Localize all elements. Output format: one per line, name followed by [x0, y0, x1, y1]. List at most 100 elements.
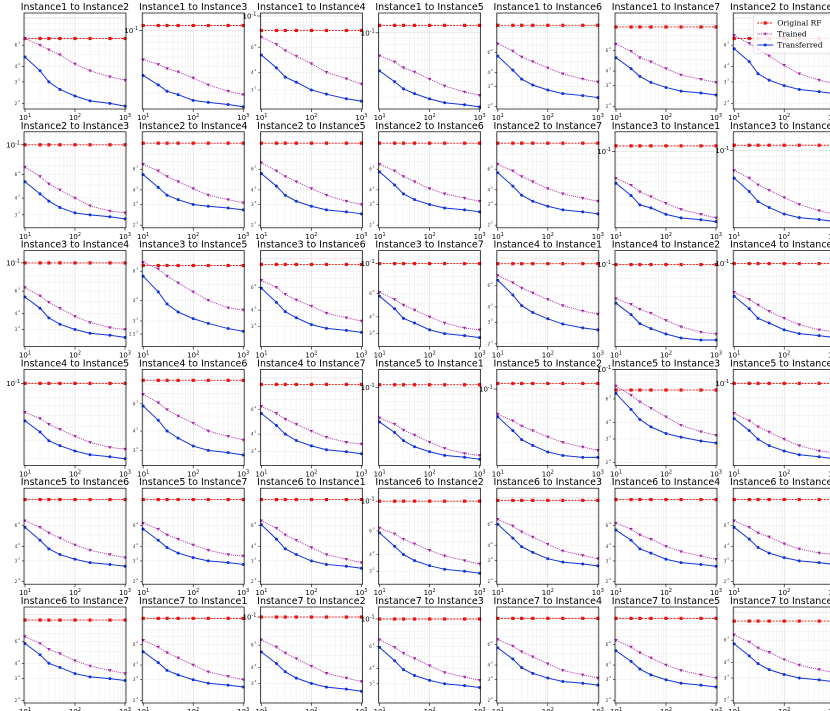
tick-exponent: -2: [490, 318, 493, 322]
x-tick-label: 102: [778, 113, 790, 122]
original-rf-marker: [378, 261, 382, 266]
tick-exponent: 2: [669, 113, 672, 119]
tick-exponent: -2: [372, 312, 375, 316]
tick-exponent: 3: [719, 469, 722, 475]
trained-marker: [344, 557, 349, 562]
tick-base: 2: [133, 698, 136, 703]
transferred-marker: [73, 94, 77, 98]
transferred-marker: [108, 677, 112, 681]
tick-base: 2: [133, 223, 136, 228]
y-tick-label: 2-2: [724, 99, 730, 106]
tick-base: 10: [592, 708, 601, 711]
tick-exponent: 1: [146, 232, 149, 238]
tick-base: 4: [369, 187, 372, 192]
transferred-marker: [581, 455, 585, 459]
tick-base: 4: [251, 544, 254, 549]
y-tick-label: 6-2: [251, 641, 257, 648]
panel-title: Instance5 to Instance1: [375, 358, 483, 369]
tick-exponent: 2: [432, 707, 435, 711]
tick-exponent: -1: [370, 497, 375, 503]
original-rf-marker: [259, 615, 263, 619]
transferred-marker: [88, 99, 92, 103]
panel-title: Instance7 to Instance5: [612, 596, 720, 607]
x-tick-label: 101: [610, 707, 622, 711]
original-rf-marker: [664, 144, 668, 148]
y-tick-label: 3-2: [251, 556, 257, 563]
tick-exponent: -2: [254, 556, 257, 560]
x-tick-label: 102: [187, 469, 199, 478]
tick-base: 10: [778, 708, 787, 711]
tick-base: 10: [474, 114, 483, 122]
tick-base: 10: [255, 470, 264, 478]
tick-base: 2: [606, 104, 609, 109]
trained-marker: [817, 209, 821, 213]
trained-marker: [108, 75, 112, 79]
tick-base: 4: [251, 70, 254, 75]
trained-marker: [176, 414, 180, 418]
trained-marker: [309, 664, 314, 668]
tick-base: 3: [724, 558, 727, 563]
trained-marker: [747, 176, 752, 180]
tick-base: 10: [19, 708, 28, 711]
original-rf-marker: [511, 23, 515, 27]
tick-base: 10: [355, 352, 364, 360]
tick-base: 3: [606, 558, 609, 563]
transferred-marker: [58, 322, 62, 326]
tick-exponent: -2: [372, 679, 375, 683]
original-rf-marker: [747, 619, 751, 623]
y-tick-label: 3-2: [724, 77, 730, 84]
original-rf-marker: [123, 36, 127, 41]
gridlines: [142, 488, 245, 585]
transferred-marker: [324, 208, 328, 212]
original-rf-marker: [88, 36, 92, 41]
tick-base: 10: [828, 352, 830, 360]
transferred-marker: [108, 333, 112, 337]
transferred-marker: [401, 87, 405, 91]
original-rf-marker: [156, 263, 160, 268]
transferred-marker: [546, 557, 550, 561]
original-rf-marker: [38, 36, 42, 41]
series-transferred: [24, 526, 126, 567]
trained-marker: [274, 412, 279, 416]
tick-base: 10: [542, 589, 551, 597]
tick-exponent: 2: [314, 113, 317, 119]
original-rf-marker: [274, 382, 279, 387]
trained-marker: [274, 169, 279, 173]
original-rf-marker: [496, 498, 500, 502]
original-rf-marker: [511, 262, 515, 266]
gridlines: [142, 607, 245, 703]
original-rf-marker: [412, 499, 417, 503]
x-tick-label: 101: [255, 588, 267, 597]
tick-exponent: -1: [133, 26, 138, 32]
y-tick-label: 6-2: [15, 521, 21, 528]
original-rf-marker: [614, 25, 618, 29]
tick-base: 10: [374, 708, 383, 711]
original-rf-marker: [747, 143, 751, 147]
tick-exponent: 2: [787, 113, 790, 119]
y-tick-label: 4-2: [487, 302, 493, 309]
tick-base: 4: [724, 660, 727, 665]
y-tick-label: 2-2: [369, 221, 375, 228]
tick-exponent: 1: [264, 351, 267, 357]
original-rf-marker: [649, 144, 653, 148]
tick-base: 10: [828, 589, 830, 597]
tick-base: 4: [606, 69, 609, 74]
tick-exponent: 1: [501, 588, 504, 594]
original-rf-marker: [73, 497, 77, 502]
transferred-marker: [638, 203, 642, 207]
panel-title: Instance6 to Instance4: [612, 477, 720, 488]
trained-marker: [88, 204, 92, 208]
transferred-marker: [309, 444, 313, 448]
tick-exponent: -2: [372, 200, 375, 204]
x-tick-label: 103: [237, 113, 249, 122]
tick-exponent: 1: [146, 707, 149, 711]
x-tick-label: 102: [187, 113, 199, 122]
tick-base: 2: [724, 579, 727, 584]
transferred-marker: [511, 293, 515, 297]
original-rf-marker: [664, 388, 668, 392]
original-rf-marker: [561, 498, 565, 502]
